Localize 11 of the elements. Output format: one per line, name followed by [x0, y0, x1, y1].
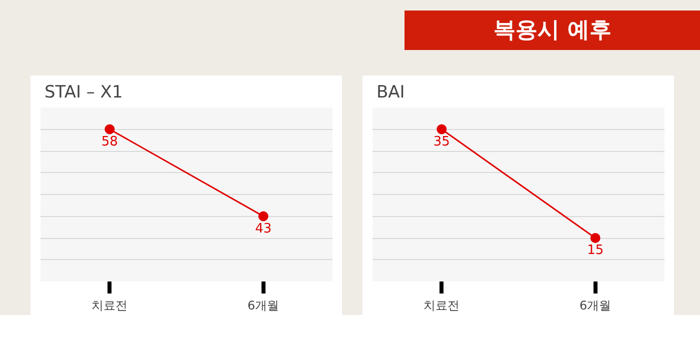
x-tick-label: 치료전 [92, 298, 128, 312]
chart-title: BAI [376, 82, 405, 102]
x-tick-label: 6개월 [248, 298, 280, 312]
data-label: 35 [433, 134, 450, 150]
chart-title: STAI – X1 [44, 82, 123, 102]
x-tick-label: 치료전 [424, 298, 460, 312]
data-label: 43 [255, 221, 272, 236]
data-label: 58 [101, 134, 118, 150]
data-label: 15 [587, 243, 604, 258]
text: 복용시 예후 [494, 18, 612, 43]
x-tick-label: 6개월 [580, 298, 612, 312]
